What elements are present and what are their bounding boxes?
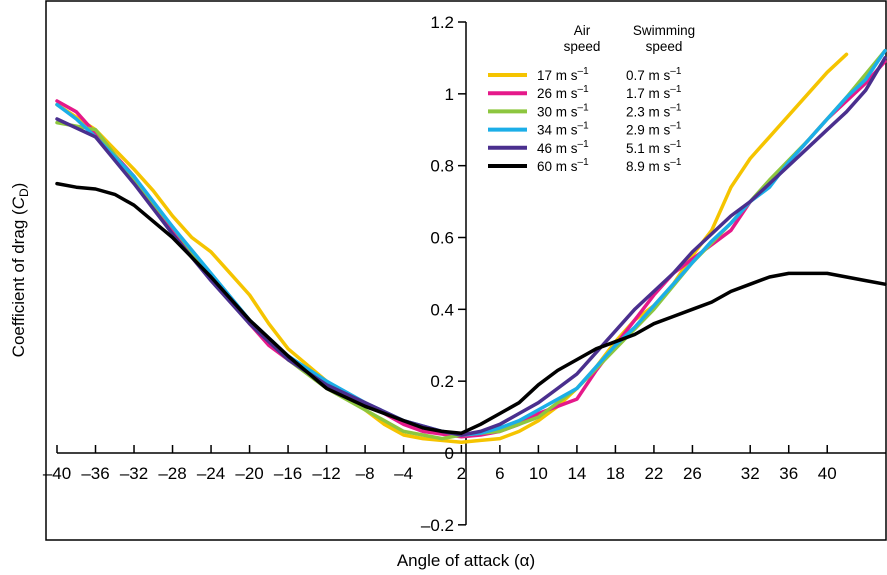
y-axis-title: Coefficient of drag (CD) xyxy=(9,183,31,358)
series-line-2 xyxy=(55,59,887,439)
legend-air-speed: 60 m s–1 xyxy=(537,157,589,174)
x-tick-label: –40 xyxy=(43,464,71,483)
x-tick-label: –8 xyxy=(356,464,375,483)
legend-air-speed: 30 m s–1 xyxy=(537,102,589,119)
y-tick-label: 0.2 xyxy=(430,372,454,391)
legend-air-speed: 46 m s–1 xyxy=(537,139,589,156)
x-tick-label: 26 xyxy=(683,464,702,483)
legend-swimming-speed: 5.1 m s–1 xyxy=(626,139,682,156)
x-tick-label: 2 xyxy=(457,464,466,483)
legend-air-speed: 34 m s–1 xyxy=(537,121,589,138)
x-ticks: –40 –36 –32 –28 –24 –20 –16 –12 –8 –4 2 6 10 14 18 22 26… xyxy=(43,445,837,483)
y-ticks: –0.2 0 0.2 0.4 0.6 0.8 1 1.2 xyxy=(421,13,466,535)
y-tick-label: –0.2 xyxy=(421,516,454,535)
series-lines xyxy=(55,48,887,444)
x-tick-label: 32 xyxy=(741,464,760,483)
x-tick-label: –12 xyxy=(312,464,340,483)
y-tick-label: 1 xyxy=(445,85,454,104)
x-tick-label: 6 xyxy=(495,464,504,483)
y-tick-label: 0.6 xyxy=(430,229,454,248)
y-tick-label: 0.4 xyxy=(430,300,454,319)
x-tick-label: –20 xyxy=(235,464,263,483)
legend-swimming-speed: 0.7 m s–1 xyxy=(626,66,682,83)
x-axis-title: Angle of attack (α) xyxy=(397,551,535,570)
series-line-5 xyxy=(55,56,887,437)
x-tick-label: 14 xyxy=(567,464,586,483)
series-line-6 xyxy=(55,181,887,435)
legend-swimming-speed: 1.7 m s–1 xyxy=(626,84,682,101)
x-tick-label: –4 xyxy=(394,464,413,483)
legend-air-speed: 17 m s–1 xyxy=(537,66,589,83)
y-tick-label: 1.2 xyxy=(430,13,454,32)
legend-header-air-line2: speed xyxy=(564,39,601,54)
legend-header-air-line1: Air xyxy=(574,23,591,38)
x-tick-label: –28 xyxy=(158,464,186,483)
legend-swimming-speed: 8.9 m s–1 xyxy=(626,157,682,174)
series-line-1 xyxy=(55,52,849,444)
x-tick-label: 22 xyxy=(644,464,663,483)
x-tick-label: –16 xyxy=(274,464,302,483)
y-tick-label: 0.8 xyxy=(430,157,454,176)
legend-header-swim-line2: speed xyxy=(646,39,683,54)
x-tick-label: 18 xyxy=(606,464,625,483)
y-tick-label: 0 xyxy=(445,444,454,463)
legend-header-swim-line1: Swimming xyxy=(633,23,695,38)
legend: Air speed Swimming speed 17 m s–1 0.7 m s… xyxy=(488,23,695,174)
x-tick-label: –36 xyxy=(81,464,109,483)
legend-swimming-speed: 2.3 m s–1 xyxy=(626,102,682,119)
x-tick-label: –32 xyxy=(120,464,148,483)
x-tick-label: 40 xyxy=(818,464,837,483)
x-tick-label: –24 xyxy=(197,464,225,483)
legend-air-speed: 26 m s–1 xyxy=(537,84,589,101)
plot-frame xyxy=(45,0,887,541)
x-tick-label: 36 xyxy=(779,464,798,483)
legend-swimming-speed: 2.9 m s–1 xyxy=(626,121,682,138)
x-tick-label: 10 xyxy=(529,464,548,483)
